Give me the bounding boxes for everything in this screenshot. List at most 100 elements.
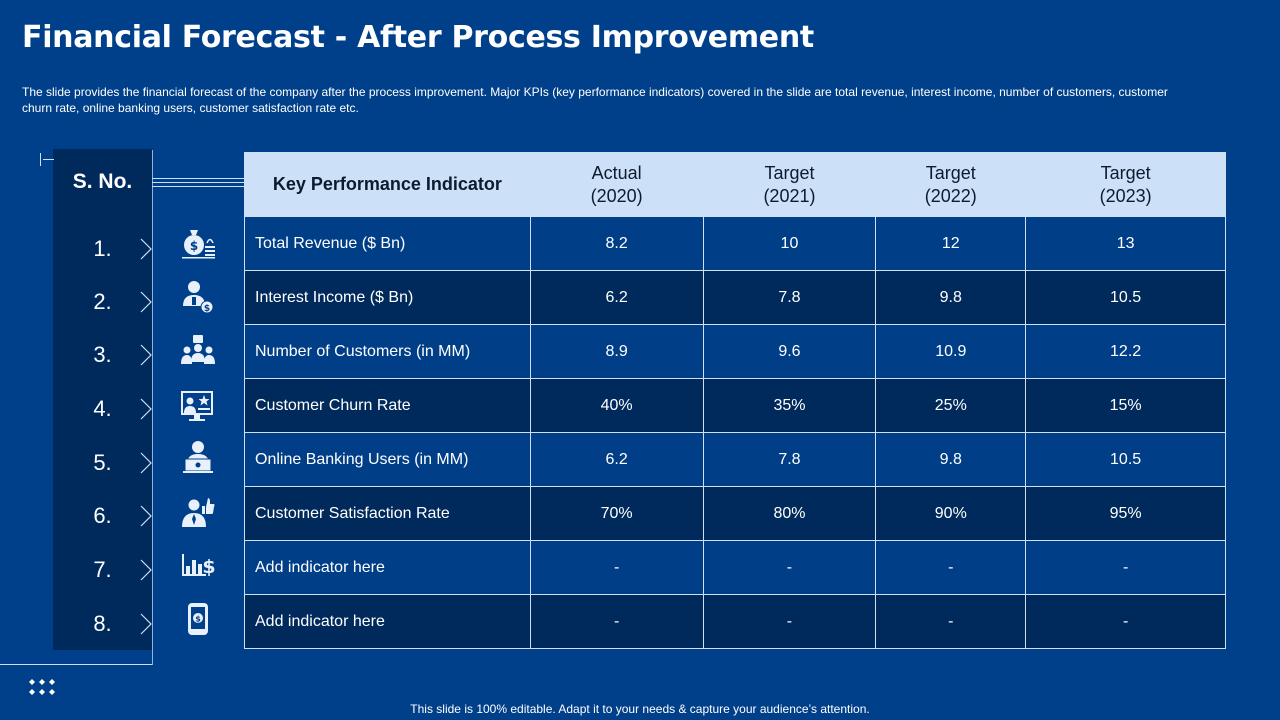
value-cell: 9.8 bbox=[875, 270, 1027, 325]
kpi-name-cell: Online Banking Users (in MM) bbox=[244, 432, 531, 487]
kpi-name-cell: Add indicator here bbox=[244, 594, 531, 649]
value-cell: 10 bbox=[702, 216, 877, 271]
value-cell: 7.8 bbox=[702, 270, 877, 325]
kpi-table: Key Performance Indicator Actual (2020) T… bbox=[244, 152, 1226, 649]
chevron-right-icon bbox=[140, 398, 152, 420]
chevron-right-icon bbox=[140, 452, 152, 474]
value-cell: 9.6 bbox=[702, 324, 877, 379]
chevron-right-icon bbox=[140, 291, 152, 313]
table-row: Add indicator here - - - - bbox=[244, 540, 1226, 595]
column-header-target-2023: Target (2023) bbox=[1025, 152, 1226, 217]
svg-text:$: $ bbox=[202, 556, 215, 578]
svg-text:$: $ bbox=[204, 304, 210, 314]
table-row: Customer Churn Rate 40% 35% 25% 15% bbox=[244, 378, 1226, 433]
header-line: (2023) bbox=[1099, 185, 1152, 206]
decorative-dots-icon bbox=[29, 679, 55, 695]
header-line: (2020) bbox=[590, 185, 643, 206]
page-title: Financial Forecast - After Process Impro… bbox=[22, 20, 814, 55]
value-cell: - bbox=[529, 594, 704, 649]
value-cell: 7.8 bbox=[702, 432, 877, 487]
chevron-right-icon bbox=[140, 559, 152, 581]
serial-number: 1. bbox=[93, 236, 112, 261]
chevron-right-icon bbox=[140, 505, 152, 527]
chevron-right-icon bbox=[140, 238, 152, 260]
value-cell: 8.9 bbox=[529, 324, 704, 379]
value-cell: 40% bbox=[529, 378, 704, 433]
person-dollar-icon: $ bbox=[183, 281, 214, 314]
header-line: (2021) bbox=[763, 185, 816, 206]
table-header-row: Key Performance Indicator Actual (2020) T… bbox=[244, 152, 1226, 217]
kpi-name-cell: Add indicator here bbox=[244, 540, 531, 595]
frame-right-line bbox=[152, 150, 153, 665]
value-cell: - bbox=[1025, 540, 1226, 595]
serial-number: 5. bbox=[93, 450, 112, 475]
header-connector-line bbox=[152, 186, 244, 187]
value-cell: 12 bbox=[875, 216, 1027, 271]
kpi-name-cell: Customer Satisfaction Rate bbox=[244, 486, 531, 541]
value-cell: 90% bbox=[875, 486, 1027, 541]
value-cell: 6.2 bbox=[529, 270, 704, 325]
monitor-rating-icon bbox=[181, 391, 213, 421]
serial-number-header: S. No. bbox=[72, 170, 133, 193]
header-connector-line bbox=[152, 178, 244, 179]
table-row: Add indicator here - - - - bbox=[244, 594, 1226, 649]
value-cell: 35% bbox=[702, 378, 877, 433]
footer-note: This slide is 100% editable. Adapt it to… bbox=[410, 702, 870, 716]
value-cell: - bbox=[702, 540, 877, 595]
serial-number: 8. bbox=[93, 611, 112, 636]
value-cell: 95% bbox=[1025, 486, 1226, 541]
serial-number: 4. bbox=[93, 396, 112, 421]
page-description: The slide provides the financial forecas… bbox=[22, 85, 1168, 115]
value-cell: 13 bbox=[1025, 216, 1226, 271]
value-cell: 10.5 bbox=[1025, 432, 1226, 487]
team-thumbs-up-icon bbox=[182, 498, 215, 527]
header-connector-line bbox=[152, 182, 244, 183]
bar-chart-dollar-icon: $ bbox=[182, 554, 216, 578]
frame-tick bbox=[40, 153, 41, 166]
value-cell: 25% bbox=[875, 378, 1027, 433]
mobile-payment-icon: $ bbox=[188, 603, 208, 635]
table-row: Interest Income ($ Bn) 6.2 7.8 9.8 10.5 bbox=[244, 270, 1226, 325]
value-cell: - bbox=[875, 594, 1027, 649]
customers-group-icon bbox=[181, 335, 215, 364]
value-cell: 12.2 bbox=[1025, 324, 1226, 379]
money-bag-icon: $ bbox=[182, 230, 215, 259]
column-header-kpi: Key Performance Indicator bbox=[244, 152, 531, 217]
chevron-right-icon bbox=[140, 613, 152, 635]
value-cell: 80% bbox=[702, 486, 877, 541]
column-header-target-2022: Target (2022) bbox=[875, 152, 1027, 217]
value-cell: - bbox=[529, 540, 704, 595]
serial-number: 6. bbox=[93, 503, 112, 528]
header-line: Actual bbox=[591, 162, 642, 183]
frame-connector bbox=[43, 159, 54, 160]
serial-number-panel bbox=[53, 149, 152, 650]
frame-bottom-line bbox=[0, 664, 152, 665]
value-cell: - bbox=[875, 540, 1027, 595]
online-user-laptop-icon bbox=[183, 441, 213, 473]
table-row: Total Revenue ($ Bn) 8.2 10 12 13 bbox=[244, 216, 1226, 271]
kpi-name-cell: Interest Income ($ Bn) bbox=[244, 270, 531, 325]
serial-number: 2. bbox=[93, 289, 112, 314]
column-header-actual-2020: Actual (2020) bbox=[529, 152, 704, 217]
value-cell: - bbox=[702, 594, 877, 649]
serial-number: 7. bbox=[93, 557, 112, 582]
kpi-name-cell: Total Revenue ($ Bn) bbox=[244, 216, 531, 271]
header-line: Target bbox=[925, 162, 976, 183]
header-line: (2022) bbox=[924, 185, 977, 206]
value-cell: 9.8 bbox=[875, 432, 1027, 487]
svg-text:$: $ bbox=[195, 615, 201, 624]
value-cell: 70% bbox=[529, 486, 704, 541]
value-cell: 15% bbox=[1025, 378, 1226, 433]
svg-text:$: $ bbox=[190, 239, 198, 253]
table-row: Number of Customers (in MM) 8.9 9.6 10.9… bbox=[244, 324, 1226, 379]
column-header-target-2021: Target (2021) bbox=[702, 152, 877, 217]
value-cell: 10.5 bbox=[1025, 270, 1226, 325]
value-cell: 6.2 bbox=[529, 432, 704, 487]
header-line: Target bbox=[1100, 162, 1151, 183]
kpi-name-cell: Customer Churn Rate bbox=[244, 378, 531, 433]
serial-number: 3. bbox=[93, 342, 112, 367]
table-row: Online Banking Users (in MM) 6.2 7.8 9.8… bbox=[244, 432, 1226, 487]
header-line: Target bbox=[764, 162, 815, 183]
value-cell: 10.9 bbox=[875, 324, 1027, 379]
value-cell: - bbox=[1025, 594, 1226, 649]
